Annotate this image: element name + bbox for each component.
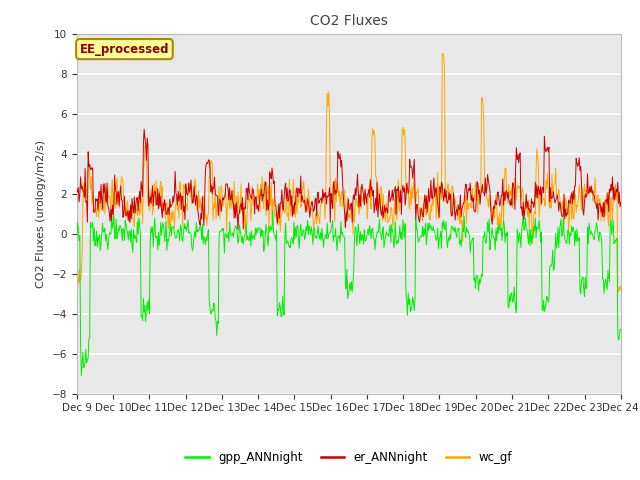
gpp_ANNnight (269, 207, 276, 213)
wc_gf (415, 202, 422, 207)
Title: CO2 Fluxes: CO2 Fluxes (310, 14, 388, 28)
wc_gf (73, 295, 81, 301)
er_ANNnight (433, 184, 440, 190)
Text: EE_processed: EE_processed (80, 43, 169, 56)
gpp_ANNnight (73, 235, 81, 240)
gpp_ANNnight (84, 357, 92, 363)
gpp_ANNnight (617, 326, 625, 332)
gpp_ANNnight (223, 235, 231, 240)
er_ANNnight (73, 187, 81, 192)
Line: gpp_ANNnight: gpp_ANNnight (77, 210, 621, 375)
er_ANNnight (140, 126, 148, 132)
wc_gf (83, 196, 90, 202)
wc_gf (194, 203, 202, 208)
gpp_ANNnight (195, 228, 202, 234)
Line: er_ANNnight: er_ANNnight (77, 129, 621, 229)
er_ANNnight (139, 193, 147, 199)
Legend: gpp_ANNnight, er_ANNnight, wc_gf: gpp_ANNnight, er_ANNnight, wc_gf (180, 446, 517, 469)
er_ANNnight (617, 200, 625, 205)
er_ANNnight (83, 198, 90, 204)
er_ANNnight (223, 182, 231, 188)
gpp_ANNnight (77, 372, 85, 378)
wc_gf (223, 229, 230, 235)
wc_gf (438, 51, 446, 57)
wc_gf (617, 283, 625, 289)
gpp_ANNnight (433, 238, 440, 243)
gpp_ANNnight (140, 296, 147, 301)
wc_gf (139, 221, 147, 227)
gpp_ANNnight (417, 235, 424, 240)
wc_gf (431, 194, 438, 200)
Line: wc_gf: wc_gf (77, 54, 621, 298)
Y-axis label: CO2 Fluxes (urology/m2/s): CO2 Fluxes (urology/m2/s) (36, 140, 46, 288)
er_ANNnight (195, 213, 202, 219)
er_ANNnight (234, 227, 242, 232)
er_ANNnight (417, 212, 424, 218)
